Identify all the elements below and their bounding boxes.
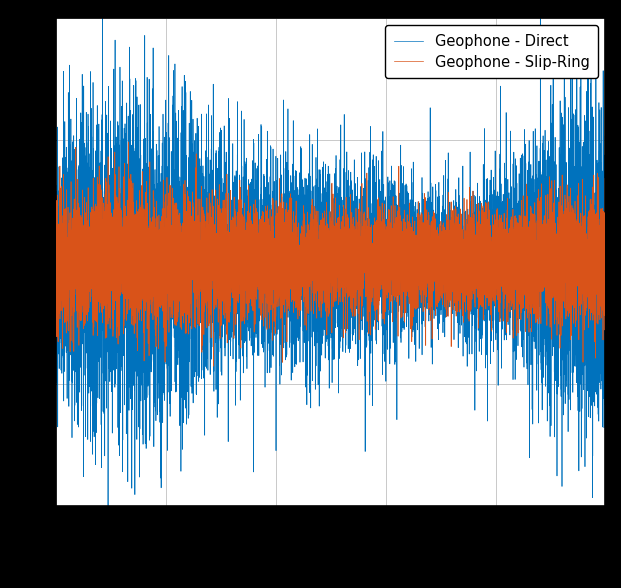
Line: Geophone - Slip-Ring: Geophone - Slip-Ring <box>56 142 605 366</box>
Geophone - Slip-Ring <box>210 363 217 370</box>
Geophone - Slip-Ring <box>160 255 168 262</box>
Geophone - Slip-Ring <box>321 298 329 305</box>
Geophone - Direct <box>573 334 580 341</box>
Geophone - Slip-Ring <box>55 285 62 292</box>
Geophone - Direct <box>602 272 609 279</box>
Geophone - Direct <box>75 278 83 285</box>
Geophone - Slip-Ring <box>52 222 60 229</box>
Geophone - Slip-Ring <box>75 243 83 250</box>
Geophone - Slip-Ring <box>85 272 93 279</box>
Line: Geophone - Direct: Geophone - Direct <box>56 0 605 547</box>
Geophone - Direct <box>85 240 93 248</box>
Geophone - Direct <box>52 239 60 246</box>
Geophone - Direct <box>55 244 62 251</box>
Geophone - Slip-Ring <box>573 254 580 261</box>
Legend: Geophone - Direct, Geophone - Slip-Ring: Geophone - Direct, Geophone - Slip-Ring <box>385 25 598 78</box>
Geophone - Direct <box>104 543 112 550</box>
Geophone - Direct <box>160 305 168 312</box>
Geophone - Direct <box>321 203 329 211</box>
Geophone - Slip-Ring <box>125 138 132 145</box>
Geophone - Slip-Ring <box>602 288 609 295</box>
